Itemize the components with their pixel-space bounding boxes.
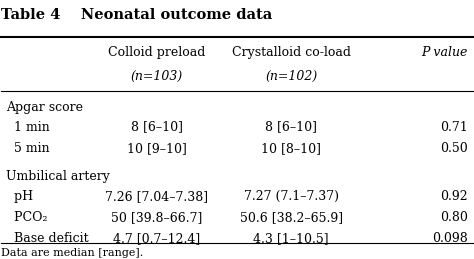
Text: 0.71: 0.71 <box>440 121 468 134</box>
Text: Crystalloid co-load: Crystalloid co-load <box>232 46 351 59</box>
Text: Colloid preload: Colloid preload <box>108 46 206 59</box>
Text: 4.7 [0.7–12.4]: 4.7 [0.7–12.4] <box>113 233 201 246</box>
Text: Apgar score: Apgar score <box>6 101 83 114</box>
Text: 4.3 [1–10.5]: 4.3 [1–10.5] <box>254 233 329 246</box>
Text: Umbilical artery: Umbilical artery <box>6 170 110 183</box>
Text: 8 [6–10]: 8 [6–10] <box>131 121 183 134</box>
Text: 50.6 [38.2–65.9]: 50.6 [38.2–65.9] <box>240 211 343 224</box>
Text: 7.26 [7.04–7.38]: 7.26 [7.04–7.38] <box>105 190 209 203</box>
Text: 10 [8–10]: 10 [8–10] <box>261 142 321 155</box>
Text: Table 4    Neonatal outcome data: Table 4 Neonatal outcome data <box>1 8 273 21</box>
Text: 7.27 (7.1–7.37): 7.27 (7.1–7.37) <box>244 190 339 203</box>
Text: 50 [39.8–66.7]: 50 [39.8–66.7] <box>111 211 202 224</box>
Text: 10 [9–10]: 10 [9–10] <box>127 142 187 155</box>
Text: 0.80: 0.80 <box>440 211 468 224</box>
Text: 1 min: 1 min <box>6 121 50 134</box>
Text: 5 min: 5 min <box>6 142 50 155</box>
Text: 0.50: 0.50 <box>440 142 468 155</box>
Text: PCO₂: PCO₂ <box>6 211 47 224</box>
Text: Data are median [range].: Data are median [range]. <box>1 248 144 258</box>
Text: pH: pH <box>6 190 33 203</box>
Text: Base deficit: Base deficit <box>6 233 89 246</box>
Text: (n=103): (n=103) <box>131 70 183 83</box>
Text: 0.92: 0.92 <box>440 190 468 203</box>
Text: (n=102): (n=102) <box>265 70 317 83</box>
Text: 8 [6–10]: 8 [6–10] <box>265 121 317 134</box>
Text: P value: P value <box>421 46 468 59</box>
Text: 0.098: 0.098 <box>432 233 468 246</box>
